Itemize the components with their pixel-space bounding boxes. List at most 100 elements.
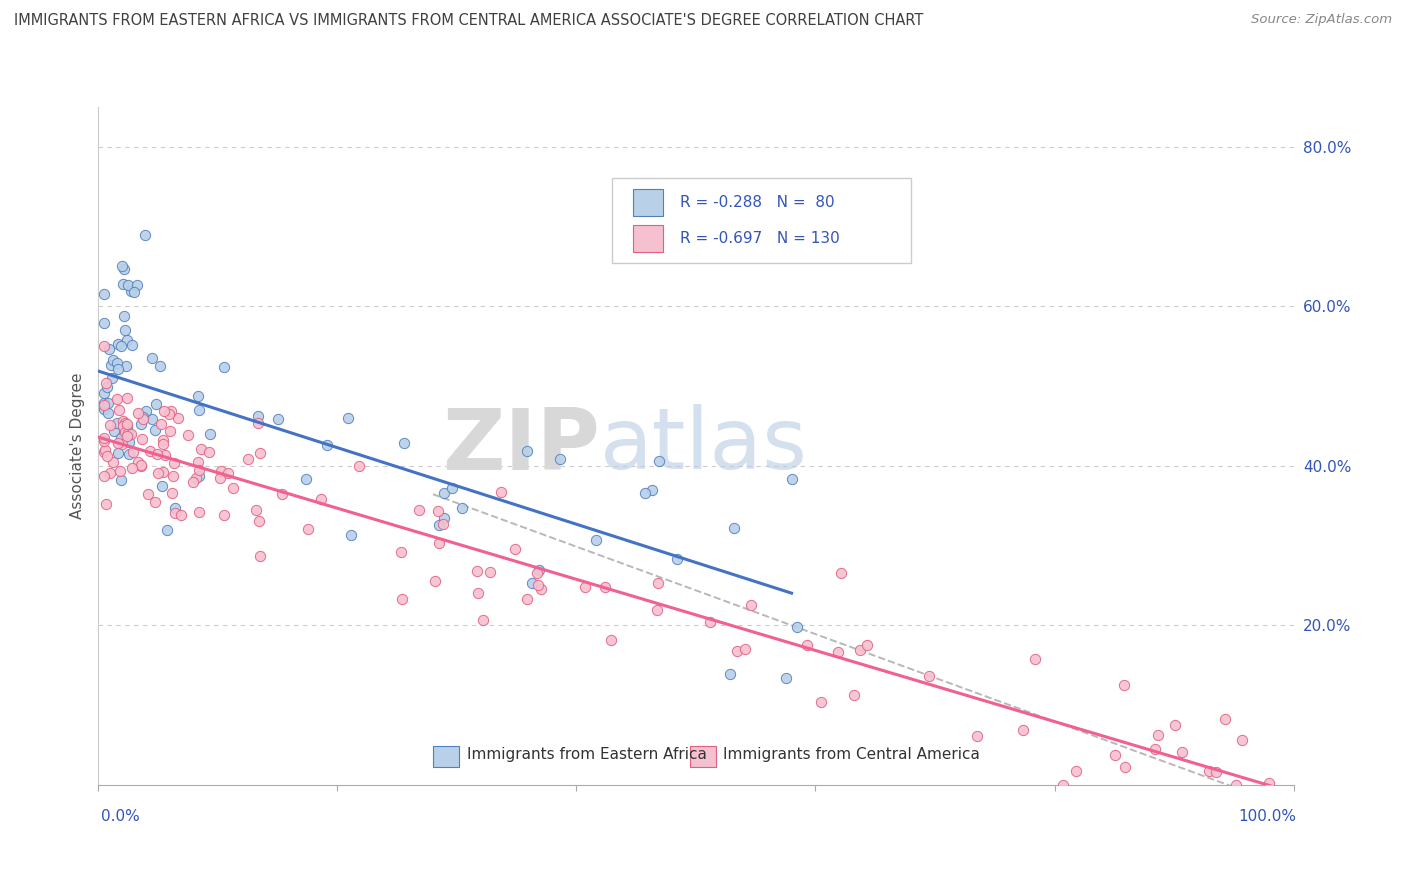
Point (96, 497, 118, 511)
Bar (633, 189, 662, 216)
Point (647, 576, 669, 591)
Point (129, 458, 152, 473)
Point (93, 431, 115, 445)
Point (134, 227, 156, 242)
Point (143, 494, 166, 508)
Point (93, 317, 115, 331)
Point (526, 566, 548, 581)
Point (146, 447, 169, 461)
Point (249, 549, 271, 564)
Point (93, 468, 115, 483)
Point (162, 486, 184, 500)
Point (93, 434, 115, 448)
Point (93, 398, 115, 412)
Point (110, 339, 132, 353)
Point (740, 598, 762, 612)
Point (209, 464, 232, 478)
Point (340, 527, 363, 541)
Point (451, 501, 474, 516)
Point (641, 483, 664, 497)
Point (122, 444, 145, 458)
Point (197, 445, 219, 459)
Point (146, 466, 169, 480)
Point (118, 447, 141, 461)
Point (295, 472, 318, 486)
Point (149, 417, 172, 432)
Point (1104, 747, 1126, 762)
Point (181, 475, 204, 489)
Point (842, 688, 865, 702)
Point (117, 425, 139, 440)
Point (270, 487, 292, 501)
Bar (633, 225, 662, 252)
Text: Immigrants from Central America: Immigrants from Central America (724, 747, 980, 762)
Point (423, 574, 446, 588)
Point (98, 466, 121, 480)
Point (1198, 764, 1220, 778)
Point (110, 473, 132, 487)
Point (856, 638, 879, 652)
Point (150, 478, 173, 492)
Point (131, 458, 153, 473)
Point (141, 412, 163, 426)
Point (188, 469, 211, 483)
Point (160, 404, 183, 418)
Point (107, 362, 129, 376)
Point (176, 428, 198, 442)
Point (775, 671, 797, 685)
Point (478, 565, 501, 579)
Point (149, 359, 172, 373)
Point (155, 523, 177, 537)
Point (96, 379, 118, 393)
Point (141, 351, 163, 365)
Point (516, 591, 538, 606)
Point (465, 564, 488, 578)
Point (1024, 651, 1046, 665)
Point (527, 563, 550, 577)
Point (127, 455, 149, 469)
Point (93, 445, 115, 459)
Point (125, 278, 148, 293)
Point (347, 458, 370, 473)
Point (103, 424, 125, 438)
Point (238, 451, 260, 466)
Point (101, 371, 124, 385)
Point (433, 486, 456, 500)
Point (98, 343, 121, 357)
Point (725, 644, 748, 658)
Point (107, 392, 129, 406)
Point (503, 541, 526, 556)
Point (1052, 778, 1074, 792)
Point (111, 259, 134, 273)
Point (530, 582, 553, 596)
Point (120, 284, 142, 298)
Point (93, 287, 115, 301)
Point (830, 566, 852, 580)
Point (391, 591, 413, 606)
Point (1144, 742, 1167, 756)
Point (699, 615, 721, 629)
Point (111, 418, 134, 433)
Point (152, 436, 174, 450)
Point (114, 416, 136, 430)
Point (1205, 765, 1227, 780)
Point (114, 425, 136, 439)
Point (112, 261, 135, 276)
Point (796, 638, 818, 652)
Point (249, 514, 271, 528)
Point (1213, 712, 1236, 726)
Point (112, 310, 135, 324)
Point (118, 434, 141, 449)
Point (297, 522, 319, 536)
Point (267, 412, 290, 426)
Point (112, 427, 135, 442)
Point (120, 427, 142, 442)
Point (247, 409, 270, 423)
Point (167, 411, 190, 425)
Point (247, 417, 270, 431)
Text: atlas: atlas (600, 404, 808, 488)
Point (187, 403, 209, 417)
Point (520, 576, 543, 591)
Point (966, 729, 988, 743)
Point (634, 486, 657, 500)
